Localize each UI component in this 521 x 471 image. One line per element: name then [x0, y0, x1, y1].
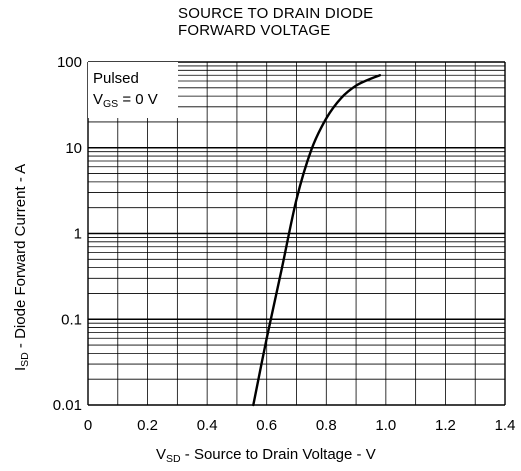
x-tick-label: 0.6 [256, 417, 277, 434]
series-line [252, 74, 382, 407]
x-axis-label-symbol: V [156, 446, 166, 463]
annotation-vgs-symbol: V [93, 91, 103, 108]
y-axis-label-symbol: I [12, 367, 29, 371]
series-layer [252, 74, 382, 407]
annotation-box [88, 62, 178, 118]
x-tick-label: 1.4 [495, 417, 516, 434]
y-tick-labels: 0.01 0.1 1 10 100 [53, 54, 82, 414]
grid [87, 61, 506, 406]
x-tick-label: 1.0 [375, 417, 396, 434]
annotation-vgs: VGS = 0 V [93, 91, 158, 110]
y-tick-label: 1 [74, 226, 82, 243]
x-tick-label: 0.4 [197, 417, 218, 434]
y-axis-label-text: - Diode Forward Current - A [12, 164, 29, 352]
annotation-vgs-rest: = 0 V [118, 91, 158, 108]
chart-title-line-2: FORWARD VOLTAGE [178, 22, 331, 39]
y-tick-label: 0.01 [53, 397, 82, 414]
x-axis-label-text: - Source to Drain Voltage - V [181, 446, 376, 463]
x-axis-label: VSD - Source to Drain Voltage - V [156, 446, 376, 465]
y-axis-label: ISD - Diode Forward Current - A [12, 164, 31, 371]
chart-title-line-1: SOURCE TO DRAIN DIODE [178, 5, 374, 22]
annotation-pulsed: Pulsed [93, 70, 139, 87]
x-tick-label: 0 [84, 417, 92, 434]
x-tick-label: 0.2 [137, 417, 158, 434]
x-axis-label-subscript: SD [166, 453, 181, 465]
x-tick-labels: 0 0.2 0.4 0.6 0.8 1.0 1.2 1.4 [84, 417, 516, 434]
y-axis-label-subscript: SD [19, 352, 31, 367]
annotation-vgs-subscript: GS [103, 98, 118, 110]
x-tick-label: 1.2 [435, 417, 456, 434]
y-tick-label: 100 [57, 54, 82, 71]
y-tick-label: 10 [65, 140, 82, 157]
y-tick-label: 0.1 [61, 311, 82, 328]
x-tick-label: 0.8 [316, 417, 337, 434]
